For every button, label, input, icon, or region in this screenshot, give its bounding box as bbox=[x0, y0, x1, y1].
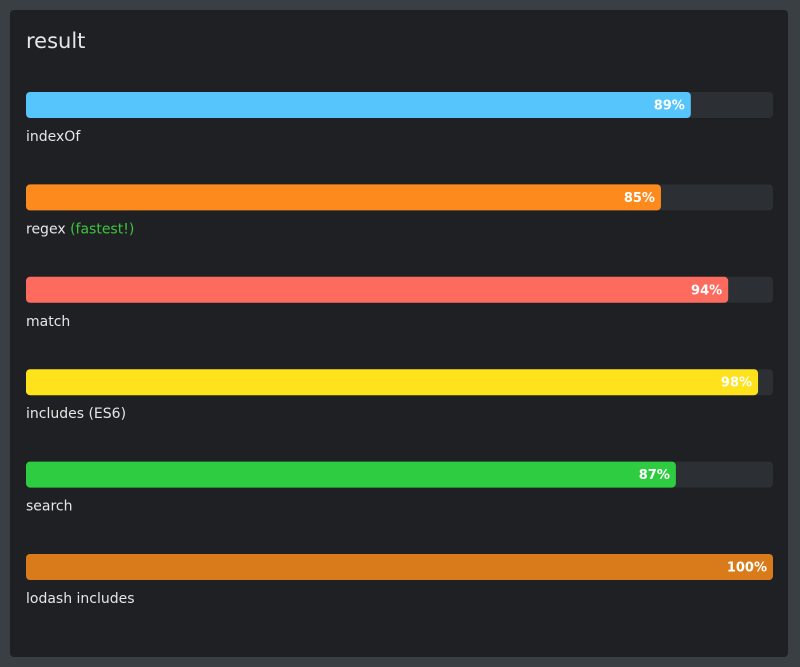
value-label: 98% bbox=[721, 376, 752, 391]
bar-note: (fastest!) bbox=[70, 221, 134, 237]
progress-bar bbox=[26, 554, 773, 580]
panel-title: result bbox=[26, 29, 85, 53]
value-label: 94% bbox=[691, 283, 722, 298]
value-label: 89% bbox=[654, 99, 685, 114]
bar-label-text: match bbox=[26, 314, 70, 330]
bar-label-text: search bbox=[26, 499, 73, 515]
bar-label: includes (ES6) bbox=[26, 406, 126, 422]
bar-label: search bbox=[26, 499, 73, 515]
bar-label-text: regex bbox=[26, 221, 66, 237]
progress-bar bbox=[26, 276, 729, 303]
progress-bar bbox=[26, 369, 759, 396]
bar-label: match bbox=[26, 314, 70, 330]
bar-label: regex (fastest!) bbox=[26, 221, 134, 237]
bar-label: indexOf bbox=[26, 129, 81, 145]
panel bbox=[10, 10, 788, 657]
bar-label-text: indexOf bbox=[26, 129, 81, 145]
value-label: 100% bbox=[727, 561, 767, 576]
progress-bar bbox=[26, 461, 676, 488]
progress-bar bbox=[26, 184, 661, 211]
bar-label-text: lodash includes bbox=[26, 591, 135, 607]
bar-label: lodash includes bbox=[26, 591, 135, 607]
value-label: 85% bbox=[624, 191, 655, 206]
value-label: 87% bbox=[639, 468, 670, 483]
bar-label-text: includes (ES6) bbox=[26, 406, 126, 422]
progress-bar bbox=[26, 92, 691, 118]
